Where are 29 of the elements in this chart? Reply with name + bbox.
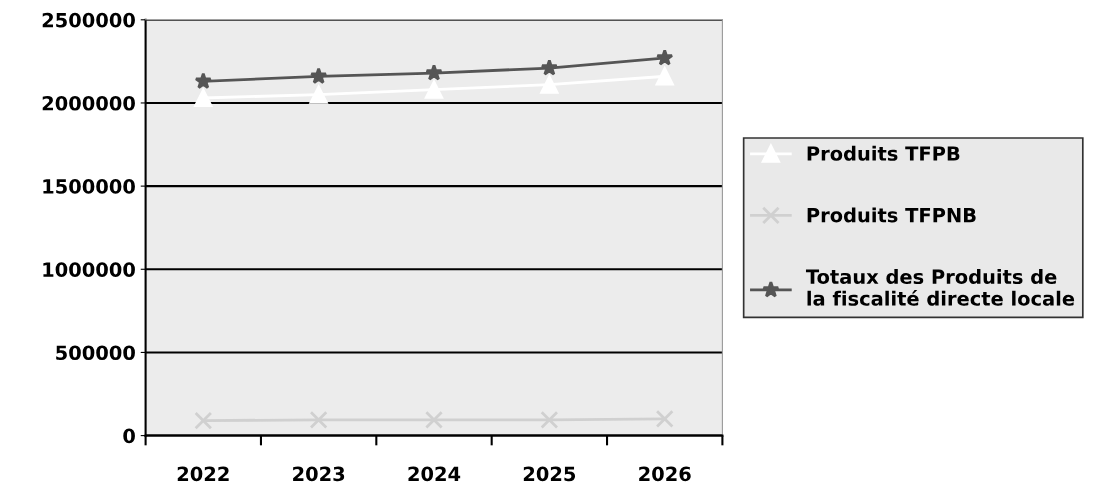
point (425, 63, 443, 81)
point (424, 80, 444, 99)
x-tick-label: 2025 (523, 466, 576, 482)
point (194, 72, 212, 89)
y-tick-label: 0 (123, 428, 135, 444)
x-tick-label: 2023 (293, 466, 345, 482)
legend-label: Totaux des Produits de la fiscalité directe locale (805, 269, 1075, 306)
legend-label: Produits TFPNB (807, 207, 976, 223)
point (309, 85, 328, 104)
point (655, 67, 674, 86)
point (194, 411, 213, 430)
x-tick-label: 2024 (408, 466, 461, 482)
point (194, 88, 213, 107)
y-tick-label: 1500000 (43, 179, 135, 194)
y-tick-label: 1000000 (43, 262, 135, 277)
point (656, 49, 674, 66)
point (540, 75, 559, 94)
y-tick-label: 500000 (56, 345, 135, 361)
point (309, 410, 328, 429)
y-tick-label: 2000000 (42, 95, 135, 111)
x-tick-label: 2022 (177, 466, 229, 482)
x-tick-label: 2026 (639, 466, 691, 482)
point (540, 59, 559, 76)
y-tick-label: 2500000 (42, 12, 135, 28)
legend-label: Produits TFPB (807, 145, 960, 161)
point (424, 410, 444, 429)
point (655, 409, 674, 428)
point (540, 410, 559, 429)
point (309, 67, 328, 84)
